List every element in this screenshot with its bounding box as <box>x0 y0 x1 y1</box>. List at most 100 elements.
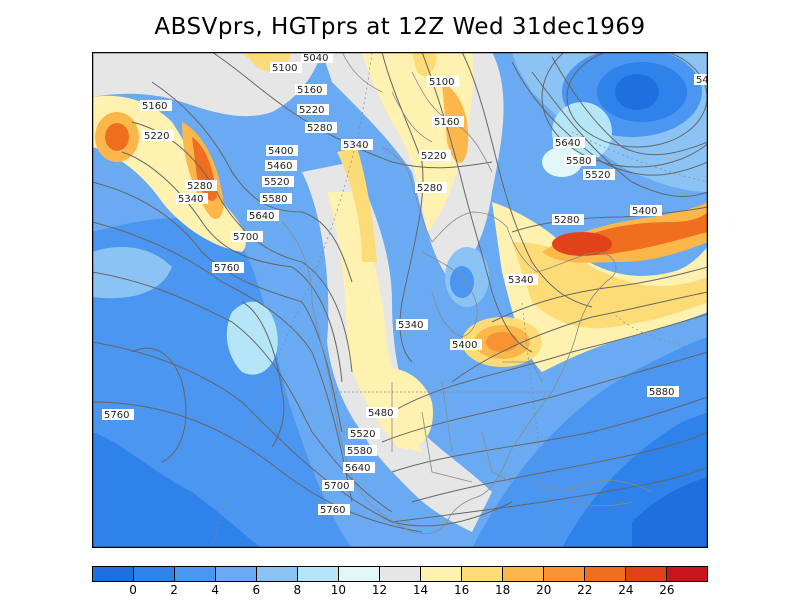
svg-text:5580: 5580 <box>566 156 591 167</box>
legend-swatch <box>543 567 584 581</box>
contour-label: 5220 <box>297 104 329 116</box>
legend-tick-label: 14 <box>412 583 429 597</box>
legend-swatch <box>174 567 215 581</box>
legend-tick-label: 8 <box>293 583 302 597</box>
contour-label: 5480 <box>366 407 398 419</box>
legend-swatch <box>297 567 338 581</box>
svg-text:5480: 5480 <box>368 408 393 419</box>
legend-swatch <box>461 567 502 581</box>
svg-text:5160: 5160 <box>142 101 167 112</box>
svg-text:5340: 5340 <box>343 140 368 151</box>
legend-tick-label: 20 <box>536 583 552 597</box>
svg-text:5340: 5340 <box>398 320 423 331</box>
contour-label: 5580 <box>564 155 596 167</box>
contour-label: 5340 <box>396 319 428 331</box>
svg-text:5400: 5400 <box>452 340 477 351</box>
svg-text:5340: 5340 <box>178 194 203 205</box>
svg-text:5580: 5580 <box>262 194 287 205</box>
legend-swatch <box>420 567 461 581</box>
contour-label: 5760 <box>318 504 350 516</box>
legend-tick-label: 4 <box>211 583 220 597</box>
contour-label: 5400 <box>630 205 662 217</box>
contour-label: 5400 <box>450 339 482 351</box>
contour-label: 5280 <box>185 180 217 192</box>
svg-text:5760: 5760 <box>320 505 345 516</box>
svg-text:54: 54 <box>696 75 708 86</box>
legend-swatch <box>338 567 379 581</box>
svg-text:5160: 5160 <box>434 117 459 128</box>
contour-label: 5100 <box>427 76 459 88</box>
svg-text:5700: 5700 <box>233 232 258 243</box>
svg-text:5100: 5100 <box>429 77 454 88</box>
legend-tick-label: 26 <box>659 583 675 597</box>
svg-text:5280: 5280 <box>554 215 579 226</box>
contour-label: 5340 <box>341 139 373 151</box>
contour-label: 5460 <box>265 160 297 172</box>
legend-tick-label: 0 <box>129 583 137 597</box>
contour-labels: 5040 5100 5100 5160 5160 5160 5220 5220 … <box>102 52 708 516</box>
contour-label: 5580 <box>345 445 377 457</box>
contour-label: 5160 <box>140 100 172 112</box>
legend-swatch <box>666 567 707 581</box>
svg-text:5640: 5640 <box>555 138 580 149</box>
svg-text:5280: 5280 <box>187 181 212 192</box>
svg-text:5520: 5520 <box>585 170 610 181</box>
map-title: ABSVprs, HGTprs at 12Z Wed 31dec1969 <box>154 14 646 40</box>
svg-text:5760: 5760 <box>214 263 239 274</box>
svg-text:5580: 5580 <box>347 446 372 457</box>
contour-label: 5280 <box>552 214 584 226</box>
legend-tick-label: 6 <box>252 583 261 597</box>
contour-label: 5040 <box>301 52 333 64</box>
contour-label: 5520 <box>262 176 294 188</box>
svg-text:5160: 5160 <box>297 85 322 96</box>
legend-swatch <box>256 567 297 581</box>
legend-tick-label: 10 <box>330 583 347 597</box>
legend-tick-label: 12 <box>371 583 388 597</box>
contour-label: 5640 <box>247 210 279 222</box>
svg-text:5640: 5640 <box>249 211 274 222</box>
svg-text:5280: 5280 <box>417 183 442 194</box>
svg-text:5700: 5700 <box>324 481 349 492</box>
legend-swatch <box>215 567 256 581</box>
legend-tick-label: 2 <box>170 583 178 597</box>
legend-swatch <box>625 567 666 581</box>
vorticity-field <box>92 52 708 548</box>
contour-label: 5400 <box>266 145 298 157</box>
svg-text:5220: 5220 <box>421 151 446 162</box>
contour-label: 5340 <box>506 274 538 286</box>
contour-label: 5160 <box>295 84 327 96</box>
contour-label: 5340 <box>176 193 208 205</box>
contour-label: 5880 <box>647 386 679 398</box>
svg-text:5640: 5640 <box>345 463 370 474</box>
svg-text:5040: 5040 <box>303 53 328 64</box>
svg-text:5760: 5760 <box>104 410 129 421</box>
legend-swatch <box>133 567 174 581</box>
vorticity-height-map: 5040 5100 5100 5160 5160 5160 5220 5220 … <box>92 52 708 548</box>
graticule <box>211 52 708 548</box>
svg-text:5520: 5520 <box>350 429 375 440</box>
contour-label: 5160 <box>432 116 464 128</box>
color-legend <box>92 566 708 582</box>
svg-text:5520: 5520 <box>264 177 289 188</box>
map-frame <box>92 52 708 548</box>
contour-label: 5580 <box>260 193 292 205</box>
svg-text:5280: 5280 <box>307 123 332 134</box>
color-legend-labels: 0 2 4 6 8 10 12 14 16 18 20 22 24 26 <box>92 583 708 599</box>
contour-label: 5220 <box>142 130 174 142</box>
contour-label: 5100 <box>270 62 302 74</box>
contour-label: 5700 <box>231 231 263 243</box>
contour-label: 5760 <box>212 262 244 274</box>
contour-label: 5520 <box>583 169 615 181</box>
contour-label: 54 <box>694 74 708 86</box>
legend-tick-label: 16 <box>453 583 470 597</box>
contour-label: 5640 <box>553 137 585 149</box>
contour-label: 5760 <box>102 409 134 421</box>
contour-label: 5280 <box>305 122 337 134</box>
legend-tick-label: 22 <box>577 583 593 597</box>
svg-text:5400: 5400 <box>632 206 657 217</box>
contour-label: 5520 <box>348 428 380 440</box>
legend-swatch <box>93 567 133 581</box>
svg-text:5220: 5220 <box>144 131 169 142</box>
svg-text:5100: 5100 <box>272 63 297 74</box>
coastlines <box>281 52 653 535</box>
